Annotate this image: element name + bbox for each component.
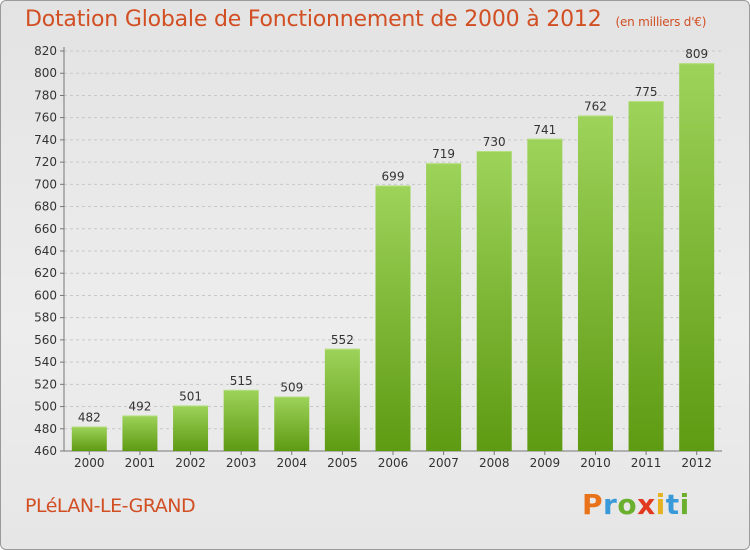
x-tick-label: 2009	[530, 456, 561, 470]
data-label: 515	[230, 374, 253, 388]
bar-2011	[628, 101, 664, 451]
x-tick-label: 2005	[327, 456, 358, 470]
logo-letter: r	[603, 488, 618, 521]
chart-title: Dotation Globale de Fonctionnement de 20…	[25, 7, 706, 32]
data-label: 482	[78, 411, 101, 425]
bar-2002	[173, 405, 209, 451]
x-tick-label: 2002	[175, 456, 206, 470]
location-name: PLéLAN-LE-GRAND	[25, 495, 196, 517]
x-tick-label: 2008	[479, 456, 510, 470]
data-label: 809	[685, 47, 708, 61]
bar-2004	[274, 396, 310, 451]
logo-letter: o	[617, 488, 638, 521]
data-label: 552	[331, 333, 354, 347]
y-tick-label: 700	[34, 177, 57, 191]
y-tick-label: 800	[34, 66, 57, 80]
bar-2012	[679, 63, 715, 451]
y-tick-label: 760	[34, 111, 57, 125]
y-tick-label: 500	[34, 400, 57, 414]
data-label: 501	[179, 389, 202, 403]
data-label: 730	[483, 135, 506, 149]
x-tick-label: 2000	[74, 456, 105, 470]
bar-2008	[476, 151, 512, 451]
x-tick-label: 2007	[428, 456, 459, 470]
data-label: 492	[128, 399, 151, 413]
logo-letter: i	[679, 488, 690, 521]
labels: 460 480 500 520 540 560 580 600 620 640 660 680 700 7…	[34, 44, 712, 470]
y-tick-label: 460	[34, 444, 57, 458]
x-tick-label: 2006	[378, 456, 409, 470]
y-tick-label: 780	[34, 88, 57, 102]
title-unit: (en milliers d'€)	[615, 15, 707, 29]
y-tick-label: 620	[34, 266, 57, 280]
y-tick-label: 480	[34, 422, 57, 436]
logo-letter: t	[665, 488, 680, 521]
y-tick-label: 660	[34, 222, 57, 236]
y-tick-label: 600	[34, 288, 57, 302]
bar-2010	[577, 115, 613, 451]
data-label: 509	[280, 381, 303, 395]
y-tick-label: 540	[34, 355, 57, 369]
bars	[71, 63, 715, 451]
logo-letter: x	[637, 488, 656, 521]
y-tick-label: 640	[34, 244, 57, 258]
x-tick-label: 2012	[681, 456, 712, 470]
data-label: 699	[382, 169, 405, 183]
title-main: Dotation Globale de Fonctionnement de 20…	[25, 7, 602, 32]
x-tick-label: 2011	[631, 456, 662, 470]
bar-2007	[426, 163, 462, 451]
proxiti-logo[interactable]: Proxiti	[582, 488, 690, 521]
y-tick-label: 560	[34, 333, 57, 347]
data-label: 775	[635, 85, 658, 99]
data-label: 741	[533, 123, 556, 137]
data-label: 762	[584, 99, 607, 113]
x-tick-label: 2003	[226, 456, 257, 470]
bar-2005	[324, 348, 360, 451]
y-tick-label: 820	[34, 44, 57, 58]
y-tick-label: 580	[34, 311, 57, 325]
y-tick-label: 520	[34, 377, 57, 391]
data-label: 719	[432, 147, 455, 161]
y-tick-label: 720	[34, 155, 57, 169]
bar-2000	[71, 426, 107, 451]
y-tick-label: 740	[34, 133, 57, 147]
logo-letter: P	[582, 488, 604, 521]
bar-2003	[223, 389, 259, 451]
bar-2006	[375, 185, 411, 451]
x-tick-label: 2004	[276, 456, 307, 470]
bar-2009	[527, 138, 563, 451]
bar-2001	[122, 415, 158, 451]
y-tick-label: 680	[34, 200, 57, 214]
x-tick-label: 2001	[125, 456, 156, 470]
x-tick-label: 2010	[580, 456, 611, 470]
logo-letter: i	[655, 488, 666, 521]
